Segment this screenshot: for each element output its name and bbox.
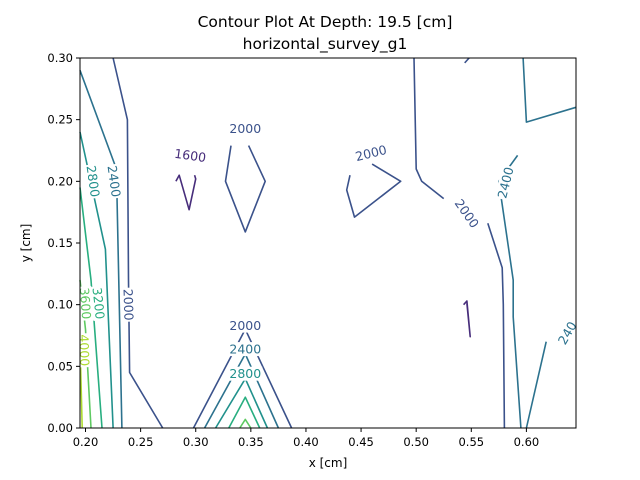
x-tick-label: 0.55 bbox=[458, 435, 484, 449]
contour-label-background bbox=[228, 121, 263, 136]
contour-line-2400 bbox=[525, 341, 547, 429]
y-tick-label: 0.05 bbox=[47, 359, 73, 373]
x-axis-ticks: 0.20 0.25 0.30 0.35 0.40 0.45 0.50 0.55 0.60 bbox=[73, 428, 539, 449]
contour-line-3600 bbox=[239, 418, 252, 429]
contour-label-background bbox=[172, 146, 209, 165]
contour-line-1600 bbox=[463, 300, 472, 338]
plot-frame bbox=[79, 57, 577, 429]
x-tick-label: 0.40 bbox=[293, 435, 319, 449]
contour-label-background bbox=[352, 142, 390, 164]
contour-label-text: 2000 bbox=[354, 142, 389, 164]
x-tick-label: 0.20 bbox=[73, 435, 99, 449]
contour-label-background bbox=[451, 195, 483, 232]
contour-label-text: 2400 bbox=[494, 165, 516, 200]
contour-labels: 1600200020002000200020002400280024002800… bbox=[76, 121, 580, 381]
contour-label-background bbox=[228, 318, 263, 333]
contour-label: 2400 bbox=[104, 163, 124, 200]
contour-line-3200 bbox=[79, 187, 103, 429]
contour-line-2000 bbox=[224, 145, 267, 233]
x-tick-label: 0.25 bbox=[128, 435, 154, 449]
y-axis-label: y [cm] bbox=[19, 224, 33, 263]
contour-label: 1600 bbox=[172, 146, 209, 165]
contour-label-text: 3200 bbox=[90, 287, 108, 320]
x-tick-label: 0.35 bbox=[238, 435, 264, 449]
contour-line-3200 bbox=[228, 396, 261, 429]
y-tick-label: 0.30 bbox=[47, 51, 73, 65]
contour-line-1600 bbox=[175, 174, 197, 211]
contour-label-background bbox=[77, 285, 94, 321]
contour-line-2000 bbox=[345, 163, 402, 218]
y-tick-label: 0.10 bbox=[47, 298, 73, 312]
contour-label-text: 2800 bbox=[84, 165, 103, 199]
contour-label: 2400 bbox=[228, 342, 263, 357]
x-tick-label: 0.50 bbox=[403, 435, 429, 449]
x-tick-label: 0.60 bbox=[514, 435, 540, 449]
y-tick-label: 0.25 bbox=[47, 113, 73, 127]
contour-label-background bbox=[228, 342, 263, 357]
contour-label: 2800 bbox=[83, 163, 103, 200]
contour-label-text: 2400 bbox=[229, 342, 261, 357]
contour-label-text: 2000 bbox=[229, 121, 261, 136]
contour-label-background bbox=[494, 164, 517, 201]
y-tick-label: 0.15 bbox=[47, 236, 73, 250]
contour-label: 4000 bbox=[76, 333, 92, 368]
contour-label-text: 2000 bbox=[120, 289, 136, 321]
contour-label: 2800 bbox=[228, 366, 263, 381]
x-axis-label: x [cm] bbox=[309, 456, 348, 470]
contour-label: 2000 bbox=[228, 318, 263, 333]
contour-label-text: 1600 bbox=[173, 146, 207, 165]
contour-label-background bbox=[89, 285, 108, 322]
contour-label-background bbox=[104, 163, 124, 200]
contour-label: 3600 bbox=[77, 285, 94, 321]
contour-label-text: 2400 bbox=[105, 165, 124, 199]
contour-label-text: 2800 bbox=[229, 366, 261, 381]
contour-label-text: 4000 bbox=[76, 334, 92, 366]
contour-label-text: 2000 bbox=[229, 318, 261, 333]
contour-label: 2000 bbox=[451, 195, 483, 232]
contour-label-background bbox=[554, 318, 580, 348]
x-tick-label: 0.45 bbox=[348, 435, 374, 449]
x-tick-label: 0.30 bbox=[183, 435, 209, 449]
y-tick-label: 0.00 bbox=[47, 421, 73, 435]
contour-line-2400 bbox=[522, 57, 577, 123]
contour-line-2000 bbox=[413, 57, 445, 200]
y-axis-ticks: 0.00 0.05 0.10 0.15 0.20 0.25 0.30 bbox=[47, 51, 80, 435]
contour-lines bbox=[79, 57, 577, 429]
contour-label-background bbox=[76, 333, 92, 368]
contour-label-background bbox=[228, 366, 263, 381]
chart-subtitle: horizontal_survey_g1 bbox=[243, 35, 408, 54]
contour-line-2400 bbox=[203, 353, 280, 429]
contour-label-background bbox=[83, 163, 103, 200]
contour-line-2000 bbox=[464, 57, 470, 64]
contour-label: 3200 bbox=[89, 285, 108, 322]
contour-line-2000 bbox=[112, 57, 164, 429]
y-tick-label: 0.20 bbox=[47, 174, 73, 188]
contour-label: 2000 bbox=[120, 287, 137, 322]
contour-line-2000 bbox=[487, 223, 506, 429]
chart-title: Contour Plot At Depth: 19.5 [cm] bbox=[198, 13, 453, 31]
contour-label-background bbox=[120, 287, 137, 322]
contour-label-text: 3600 bbox=[77, 287, 94, 320]
contour-line-2400 bbox=[79, 70, 123, 429]
contour-label: 2400 bbox=[494, 164, 517, 201]
contour-label: 2000 bbox=[352, 142, 390, 164]
contour-label: 2000 bbox=[228, 121, 263, 136]
